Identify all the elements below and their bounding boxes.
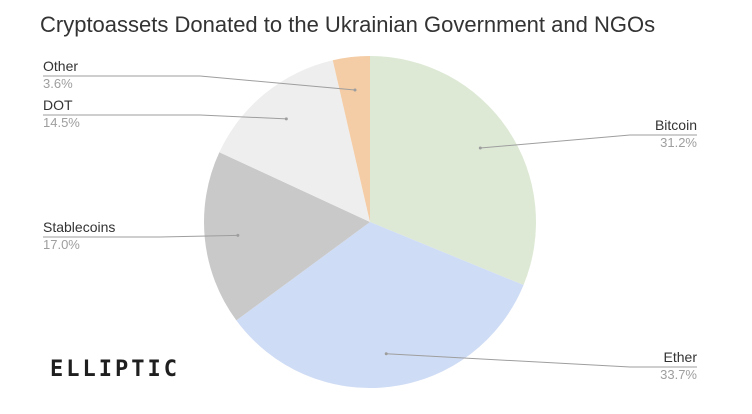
label-stablecoins: Stablecoins	[43, 219, 115, 235]
value-label-stablecoins: 17.0%	[43, 237, 80, 252]
slice-dot	[219, 60, 370, 222]
slice-stablecoins	[204, 152, 370, 321]
value-label-dot: 14.5%	[43, 115, 80, 130]
value-label-ether: 33.7%	[660, 367, 697, 382]
pie-slices	[204, 56, 536, 388]
leader-ether	[386, 353, 697, 368]
value-label-bitcoin: 31.2%	[660, 135, 697, 150]
value-label-other: 3.6%	[43, 76, 73, 91]
label-dot: DOT	[43, 97, 73, 113]
label-bitcoin: Bitcoin	[655, 117, 697, 133]
elliptic-logo: ELLIPTIC	[50, 357, 180, 382]
leader-dot-ether	[384, 352, 388, 356]
slice-ether	[236, 222, 524, 388]
leader-dot	[43, 114, 287, 120]
leader-bitcoin	[480, 134, 697, 149]
label-ether: Ether	[664, 349, 698, 365]
slice-labels: Bitcoin 31.2% Ether 33.7% Stablecoins 17.0% DO…	[43, 58, 697, 382]
label-other: Other	[43, 58, 78, 74]
slice-bitcoin	[370, 56, 536, 286]
leader-dot-bitcoin	[478, 146, 482, 150]
leader-dot-dot	[284, 117, 288, 121]
leader-other	[43, 75, 356, 91]
leader-lines	[43, 75, 697, 368]
leader-stablecoins	[43, 234, 238, 238]
slice-other	[332, 56, 370, 222]
chart-title: Cryptoassets Donated to the Ukrainian Go…	[40, 12, 656, 37]
leader-dot-stablecoins	[236, 233, 240, 237]
leader-dot-other	[353, 88, 357, 92]
